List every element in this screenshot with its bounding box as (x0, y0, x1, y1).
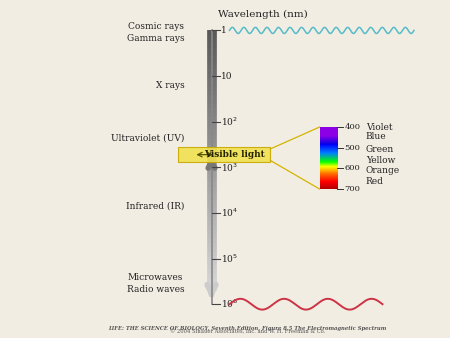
Text: 400: 400 (345, 123, 361, 131)
Text: 10: 10 (221, 72, 233, 80)
Text: Ultraviolet (UV): Ultraviolet (UV) (111, 133, 184, 142)
Text: Orange: Orange (366, 166, 400, 175)
Text: 700: 700 (345, 185, 360, 193)
Text: 600: 600 (345, 164, 360, 172)
Text: Violet: Violet (366, 123, 392, 131)
Text: Microwaves
Radio waves: Microwaves Radio waves (127, 273, 184, 294)
Text: 1: 1 (221, 26, 227, 35)
Text: Wavelength (nm): Wavelength (nm) (218, 9, 308, 19)
Text: 10$^4$: 10$^4$ (221, 207, 239, 219)
Text: 10$^6$: 10$^6$ (221, 298, 239, 310)
Text: Cosmic rays
Gamma rays: Cosmic rays Gamma rays (127, 22, 184, 43)
Text: Green: Green (366, 145, 394, 154)
Text: 500: 500 (345, 144, 360, 152)
Text: X rays: X rays (156, 81, 184, 90)
Text: LIFE: THE SCIENCE OF BIOLOGY, Seventh Edition, Figure 8.5 The Electromagnetic Sp: LIFE: THE SCIENCE OF BIOLOGY, Seventh Ed… (108, 325, 387, 331)
Text: 10$^5$: 10$^5$ (221, 252, 239, 265)
Text: Red: Red (366, 177, 384, 186)
Text: Yellow: Yellow (366, 155, 395, 165)
Text: 10$^3$: 10$^3$ (221, 161, 239, 173)
Text: Blue: Blue (366, 132, 387, 141)
Text: 10$^2$: 10$^2$ (221, 116, 239, 128)
Bar (178, 147, 270, 162)
Text: © 2004 Sinauer Associates, Inc. and W. H. Freeman & Co.: © 2004 Sinauer Associates, Inc. and W. H… (170, 330, 325, 335)
Text: Infrared (IR): Infrared (IR) (126, 201, 184, 211)
Text: Visible light: Visible light (203, 150, 265, 159)
